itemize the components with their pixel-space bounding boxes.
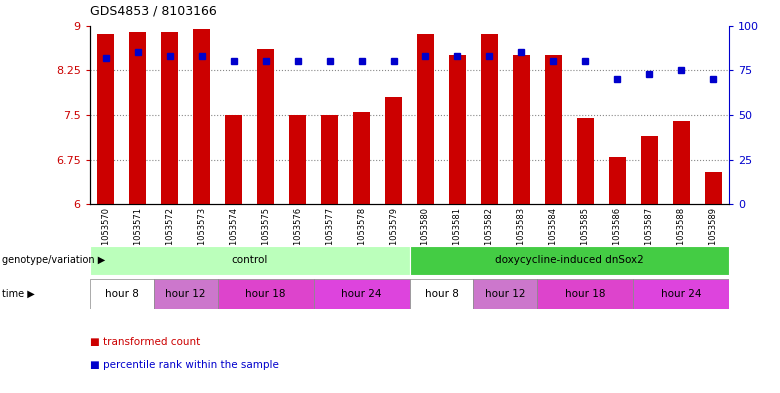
Bar [417,35,434,204]
Bar [218,279,314,309]
Text: GDS4853 / 8103166: GDS4853 / 8103166 [90,5,216,18]
Bar [154,279,218,309]
Text: doxycycline-induced dnSox2: doxycycline-induced dnSox2 [495,255,644,265]
Bar [473,279,537,309]
Bar [704,172,722,204]
Text: ■ percentile rank within the sample: ■ percentile rank within the sample [90,360,278,371]
Text: hour 8: hour 8 [424,289,459,299]
Bar [90,246,410,275]
Bar [385,97,402,204]
Text: hour 18: hour 18 [566,289,605,299]
Text: control: control [232,255,268,265]
Bar [97,35,115,204]
Text: hour 24: hour 24 [342,289,381,299]
Text: hour 24: hour 24 [661,289,701,299]
Bar [314,279,410,309]
Bar [672,121,690,204]
Bar [257,50,275,204]
Text: hour 12: hour 12 [165,289,206,299]
Text: hour 12: hour 12 [485,289,526,299]
Text: genotype/variation ▶: genotype/variation ▶ [2,255,105,265]
Text: time ▶: time ▶ [2,289,35,299]
Bar [410,246,729,275]
Bar [608,157,626,204]
Bar [90,279,154,309]
Bar [480,35,498,204]
Bar [193,29,211,204]
Bar [576,118,594,204]
Bar [544,55,562,204]
Text: ■ transformed count: ■ transformed count [90,337,200,347]
Bar [289,115,307,204]
Bar [537,279,633,309]
Bar [161,31,179,204]
Bar [633,279,729,309]
Text: hour 8: hour 8 [105,289,139,299]
Bar [448,55,466,204]
Bar [321,115,339,204]
Bar [512,55,530,204]
Text: hour 18: hour 18 [246,289,285,299]
Bar [410,279,473,309]
Bar [353,112,370,204]
Bar [225,115,243,204]
Bar [640,136,658,204]
Bar [129,31,147,204]
